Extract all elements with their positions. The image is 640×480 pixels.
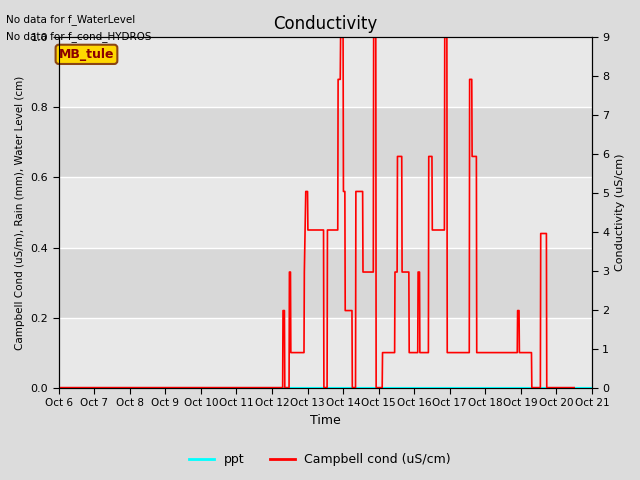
Y-axis label: Conductivity (uS/cm): Conductivity (uS/cm) [615, 154, 625, 271]
Legend: ppt, Campbell cond (uS/cm): ppt, Campbell cond (uS/cm) [184, 448, 456, 471]
Text: No data for f_WaterLevel: No data for f_WaterLevel [6, 14, 136, 25]
Bar [59, 37, 592, 108]
Bar [59, 248, 592, 318]
Bar [59, 318, 592, 388]
Text: MB_tule: MB_tule [59, 48, 114, 61]
Text: No data for f_cond_HYDROS: No data for f_cond_HYDROS [6, 31, 152, 42]
Bar [59, 108, 592, 178]
X-axis label: Time: Time [310, 414, 340, 427]
Bar [59, 178, 592, 248]
Y-axis label: Campbell Cond (uS/m), Rain (mm), Water Level (cm): Campbell Cond (uS/m), Rain (mm), Water L… [15, 75, 25, 349]
Title: Conductivity: Conductivity [273, 15, 378, 33]
